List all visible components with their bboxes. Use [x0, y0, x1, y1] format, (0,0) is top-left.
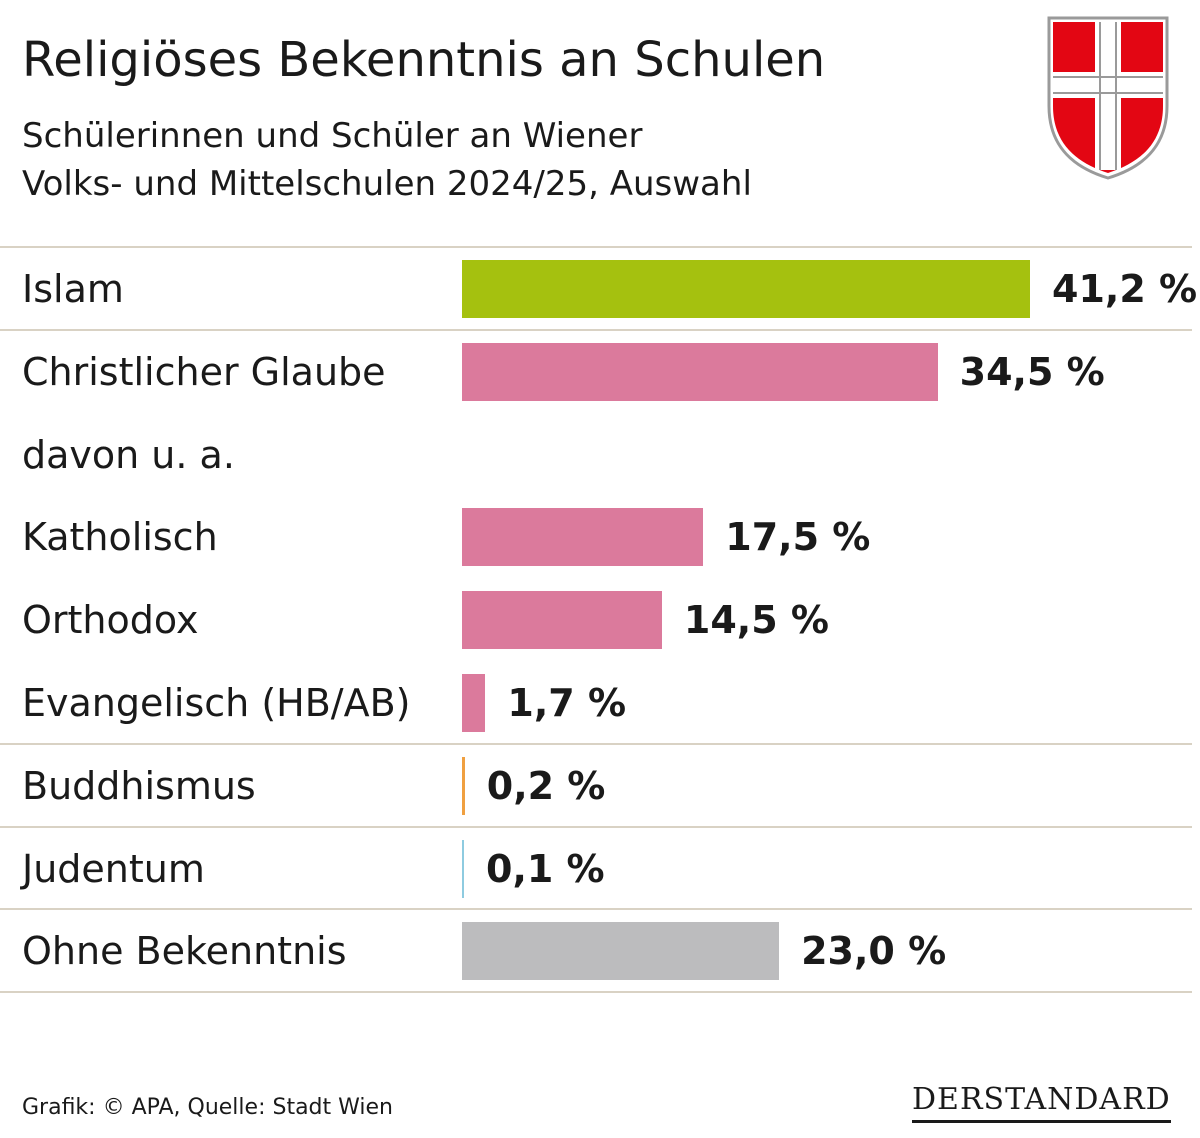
bar	[462, 508, 704, 567]
divider	[0, 328, 1192, 331]
bar	[462, 591, 662, 650]
divider	[0, 991, 1192, 994]
bar	[462, 260, 1030, 318]
value-label: 1,7 %	[507, 681, 627, 725]
vienna-coat-of-arms-icon	[1047, 16, 1169, 180]
value-label: 34,5 %	[959, 349, 1105, 394]
category-label: Evangelisch (HB/AB)	[22, 681, 411, 725]
value-label: 23,0 %	[801, 929, 947, 974]
divider-top	[0, 246, 1192, 248]
divider	[0, 742, 1192, 745]
value-label: 14,5 %	[683, 598, 829, 643]
value-label: 0,1 %	[486, 846, 605, 891]
chart-title: Religiöses Bekenntnis an Schulen	[22, 32, 826, 88]
crest-cross-vertical	[1095, 22, 1121, 170]
value-label: 17,5 %	[725, 515, 871, 560]
bar	[462, 922, 780, 981]
bar	[462, 839, 464, 898]
divider	[0, 825, 1192, 828]
category-label: Christlicher Glaube	[22, 349, 386, 394]
category-label: davon u. a.	[22, 432, 235, 477]
publisher-logo: DERSTANDARD	[912, 1080, 1171, 1123]
bar	[462, 342, 938, 401]
category-label: Orthodox	[22, 598, 199, 643]
category-label: Judentum	[22, 846, 205, 891]
chart-subtitle: Schülerinnen und Schüler an Wiener Volks…	[22, 112, 752, 208]
value-label: 41,2 %	[1052, 267, 1198, 311]
bar	[462, 756, 465, 815]
source-note: Grafik: © APA, Quelle: Stadt Wien	[22, 1095, 393, 1120]
category-label: Islam	[22, 267, 124, 311]
category-label: Ohne Bekenntnis	[22, 929, 347, 974]
category-label: Buddhismus	[22, 763, 256, 808]
value-label: 0,2 %	[486, 763, 606, 808]
category-label: Katholisch	[22, 515, 218, 560]
bar	[462, 674, 486, 732]
subtitle-line-2: Volks- und Mittelschulen 2024/25, Auswah…	[22, 164, 752, 204]
subtitle-line-1: Schülerinnen und Schüler an Wiener	[22, 116, 643, 156]
divider	[0, 908, 1192, 911]
